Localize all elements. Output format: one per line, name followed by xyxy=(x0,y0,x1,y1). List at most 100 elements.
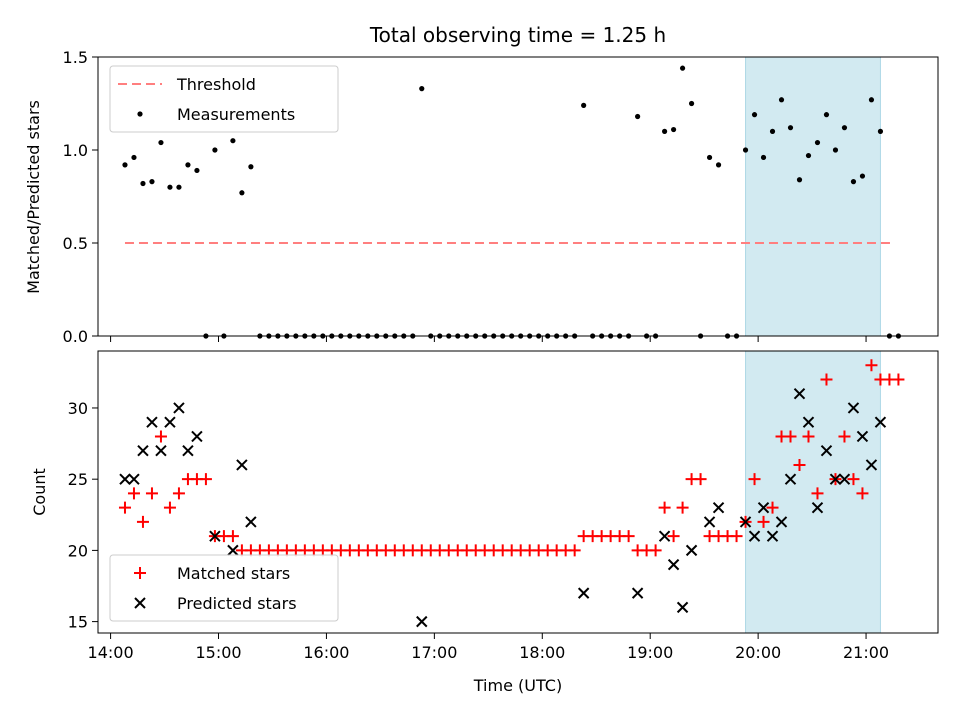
predicted-star-point xyxy=(685,544,698,557)
predicted-star-point xyxy=(128,473,140,485)
counts-panel: 15 20 25 30 14:00 15:00 16:00 17:00 18:00 19:00 2… xyxy=(30,350,939,695)
matched-star-point xyxy=(199,473,212,486)
predicted-star-point xyxy=(775,516,788,528)
matched-star-point xyxy=(694,473,707,486)
predicted-star-point xyxy=(748,530,761,542)
bottom-y-tick-label: 30 xyxy=(68,399,88,418)
matched-star-point xyxy=(847,473,860,486)
measurement-point xyxy=(581,102,587,108)
top-axes-frame xyxy=(97,56,939,337)
predicted-star-point xyxy=(209,530,221,542)
predicted-star-point xyxy=(191,430,203,443)
measurement-point xyxy=(419,86,425,92)
measurement-point xyxy=(149,179,155,185)
bottom-axes-frame xyxy=(97,350,939,634)
matched-star-point xyxy=(676,501,689,514)
x-tick-label: 18:00 xyxy=(519,643,565,662)
top-y-tick-label: 0.5 xyxy=(63,234,88,253)
bottom-highlight-span xyxy=(745,350,881,634)
measurement-point xyxy=(131,154,137,161)
x-tick-label: 19:00 xyxy=(627,643,673,662)
measurement-point xyxy=(122,162,128,168)
matched-star-point xyxy=(226,530,239,543)
predicted-star-point xyxy=(173,402,185,414)
predicted-star-point xyxy=(245,516,257,528)
measurement-point xyxy=(715,162,722,168)
predicted-star-point xyxy=(739,516,752,528)
predicted-star-point xyxy=(137,444,149,457)
predicted-star-point xyxy=(577,587,590,599)
measurement-point xyxy=(859,173,866,179)
legend-matched-label: Matched stars xyxy=(177,564,290,583)
matched-star-point xyxy=(802,430,815,443)
bottom-y-axis-label: Count xyxy=(30,468,49,516)
measurement-point xyxy=(841,125,848,131)
bottom-y-tick-label: 25 xyxy=(68,470,88,489)
measurements-panel: 0.0 0.5 1.0 1.5 Matched/Predicted stars Thr… xyxy=(24,48,939,346)
bottom-y-tick-label: 15 xyxy=(68,613,88,632)
matched-star-point xyxy=(145,487,158,500)
predicted-star-point xyxy=(227,544,239,557)
measurement-point xyxy=(706,154,713,161)
predicted-star-point xyxy=(119,473,131,485)
x-tick-label: 15:00 xyxy=(195,643,241,662)
predicted-star-point xyxy=(146,416,158,428)
measurement-point xyxy=(688,100,695,107)
measurement-point xyxy=(661,128,668,134)
measurement-points xyxy=(122,65,902,339)
predicted-star-point xyxy=(811,501,824,514)
x-tick-label: 21:00 xyxy=(843,643,889,662)
measurement-point xyxy=(212,147,218,153)
x-tick-label: 17:00 xyxy=(411,643,457,662)
predicted-star-point xyxy=(820,444,833,457)
measurement-point xyxy=(158,139,164,146)
legend-predicted-label: Predicted stars xyxy=(177,594,297,613)
predicted-star-point xyxy=(667,558,680,571)
chart-title: Total observing time = 1.25 h xyxy=(369,23,666,47)
x-tick-label: 14:00 xyxy=(88,643,134,662)
predicted-star-point xyxy=(802,416,815,428)
predicted-star-point xyxy=(164,416,176,428)
measurement-point xyxy=(742,147,749,153)
matched-star-point xyxy=(892,373,905,386)
measurement-point xyxy=(796,177,803,183)
matched-star-point xyxy=(136,515,149,528)
measurement-point xyxy=(769,128,776,134)
measurement-point xyxy=(868,97,875,103)
matched-star-point xyxy=(793,458,806,471)
predicted-star-point xyxy=(847,402,860,414)
predicted-star-point xyxy=(182,444,194,457)
matched-star-point xyxy=(838,430,851,443)
legend-measurements-label: Measurements xyxy=(177,105,295,124)
predicted-star-point xyxy=(874,416,887,428)
matched-star-point xyxy=(856,487,869,500)
predicted-star-point xyxy=(658,530,671,542)
predicted-star-point xyxy=(676,601,689,614)
bottom-x-ticks: 14:00 15:00 16:00 17:00 18:00 19:00 20:00 21:00 xyxy=(88,633,889,662)
bottom-legend: Matched stars Predicted stars xyxy=(109,554,339,622)
measurement-point xyxy=(823,112,830,118)
top-y-tick-label: 0.0 xyxy=(63,327,88,346)
predicted-star-point xyxy=(829,473,842,485)
top-y-tick-label: 1.0 xyxy=(63,141,88,160)
legend-matched-swatch xyxy=(134,567,146,579)
measurement-point xyxy=(760,154,767,161)
predicted-star-point xyxy=(766,530,779,542)
measurement-point xyxy=(194,167,200,174)
measurement-point xyxy=(805,152,812,159)
measurement-point xyxy=(850,179,857,185)
x-tick-label: 20:00 xyxy=(735,643,781,662)
top-legend-box xyxy=(109,65,339,133)
predicted-star-point xyxy=(155,444,167,457)
measurement-point xyxy=(248,164,254,170)
top-highlight-span xyxy=(745,56,881,337)
matched-star-point xyxy=(118,501,131,514)
predicted-star-point xyxy=(703,516,716,528)
predicted-star-point xyxy=(856,430,869,443)
predicted-star-point xyxy=(865,459,878,471)
legend-predicted-swatch xyxy=(134,597,146,609)
matched-star-point xyxy=(757,515,770,528)
matched-star-point xyxy=(820,373,833,386)
predicted-star-point xyxy=(712,501,725,514)
